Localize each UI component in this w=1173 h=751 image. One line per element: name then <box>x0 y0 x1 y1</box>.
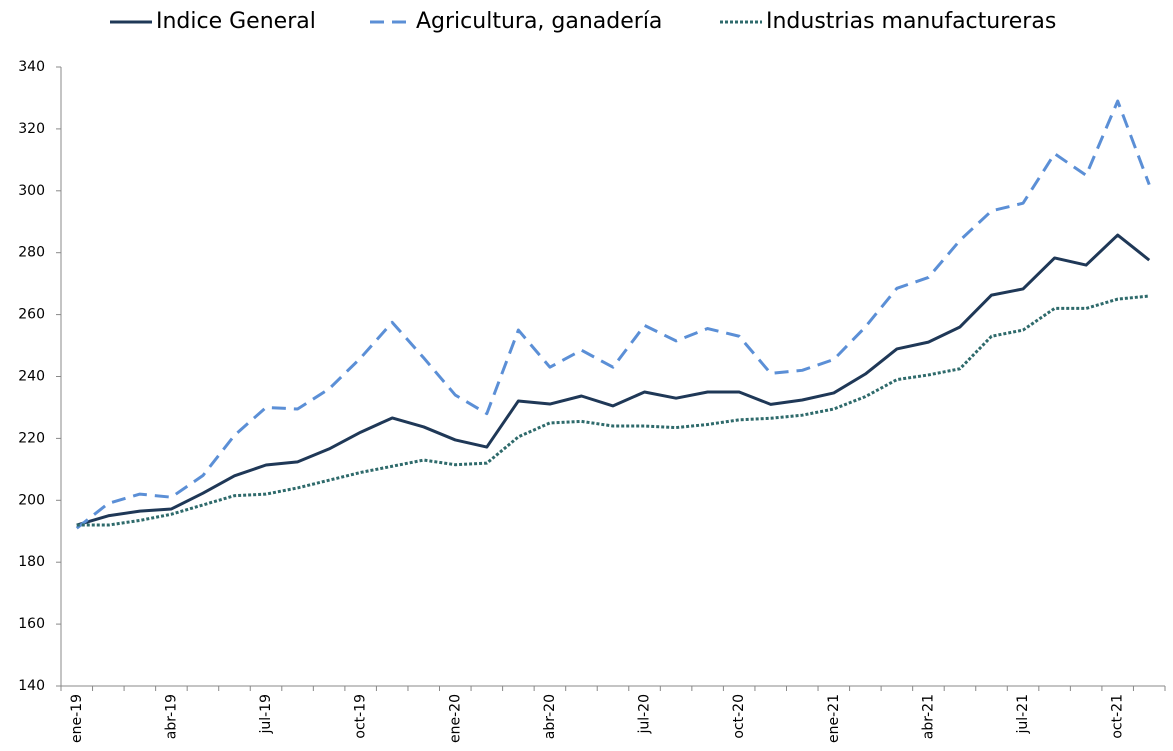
legend-label: Indice General <box>156 9 316 34</box>
legend-label: Agricultura, ganadería <box>416 9 662 34</box>
x-tick-label: oct-21 <box>1110 694 1126 739</box>
y-tick-label: 200 <box>18 492 45 508</box>
y-tick-label: 160 <box>18 616 45 632</box>
x-tick-label: ene-19 <box>69 694 85 743</box>
x-tick-label: abr-20 <box>542 694 558 739</box>
y-tick-label: 140 <box>18 678 45 694</box>
legend-label: Industrias manufactureras <box>766 9 1056 34</box>
x-tick-label: jul-21 <box>1015 694 1031 735</box>
x-tick-label: ene-20 <box>447 694 463 743</box>
y-tick-label: 260 <box>18 307 45 323</box>
x-tick-label: jul-20 <box>637 694 653 735</box>
series-line <box>76 233 1151 527</box>
y-tick-label: 340 <box>18 59 45 75</box>
x-tick-label: oct-19 <box>353 694 369 739</box>
x-tick-label: oct-20 <box>731 694 747 739</box>
series-line <box>75 99 1151 530</box>
y-tick-label: 180 <box>18 554 45 570</box>
series-line <box>76 294 1150 527</box>
x-tick-label: ene-21 <box>826 694 842 743</box>
x-tick-label: abr-21 <box>920 694 936 739</box>
y-tick-label: 280 <box>18 245 45 261</box>
y-tick-label: 320 <box>18 121 45 137</box>
y-tick-label: 220 <box>18 430 45 446</box>
y-tick-label: 300 <box>18 183 45 199</box>
x-tick-label: abr-19 <box>163 694 179 739</box>
x-tick-label: jul-19 <box>258 694 274 735</box>
y-tick-label: 240 <box>18 369 45 385</box>
